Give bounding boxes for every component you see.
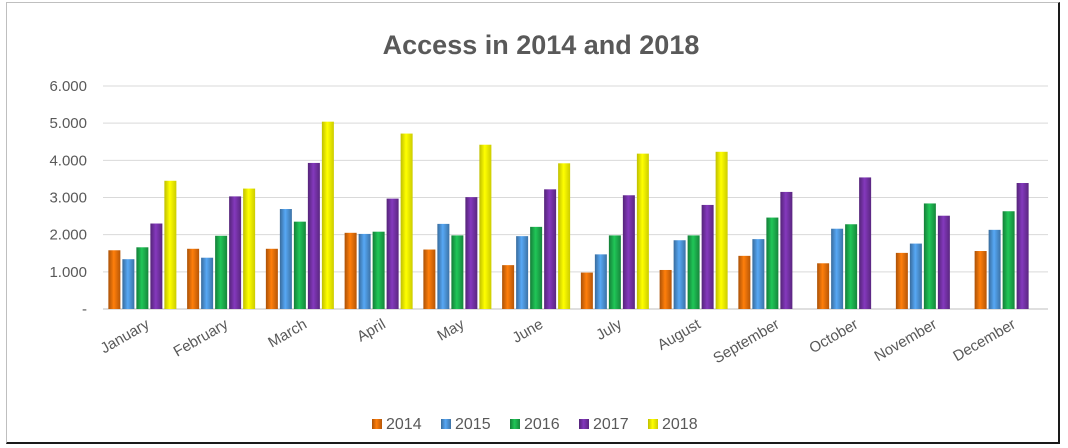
bar-2015-september (752, 239, 765, 309)
x-tick-label: May (434, 315, 467, 344)
bar-2015-june (516, 236, 529, 309)
bar-2017-april (386, 198, 399, 309)
y-tick-label: 2.000 (49, 227, 87, 244)
bar-2017-march (307, 162, 320, 309)
legend-label: 2016 (524, 416, 560, 433)
bar-2015-october (831, 228, 844, 309)
y-tick-label: 6.000 (49, 78, 87, 95)
bar-2018-may (479, 144, 492, 309)
legend-swatch (441, 419, 451, 429)
bars (108, 121, 1029, 310)
bar-2014-june (502, 265, 515, 309)
x-tick-label: February (171, 315, 232, 360)
bar-2018-july (636, 153, 649, 309)
bar-2017-january (150, 223, 163, 309)
x-tick-label: September (710, 316, 782, 367)
bar-2016-april (372, 231, 385, 309)
bar-2017-july (622, 195, 635, 309)
bar-2015-february (201, 257, 214, 309)
y-tick-label: 5.000 (49, 115, 87, 132)
bar-2015-july (594, 254, 607, 309)
x-tick-label: July (593, 315, 625, 343)
bar-2014-august (659, 269, 672, 309)
bar-2016-december (1002, 211, 1015, 309)
bar-2015-december (988, 229, 1001, 309)
y-tick-label: 4.000 (49, 152, 87, 169)
bar-2016-july (608, 235, 621, 309)
legend-swatch (372, 419, 382, 429)
x-tick-label: January (98, 315, 153, 357)
x-tick-label: October (806, 316, 861, 357)
chart-frame (6, 2, 1060, 444)
legend-swatch (510, 419, 520, 429)
bar-2016-august (687, 235, 700, 309)
bar-2015-may (437, 223, 450, 309)
bar-2016-may (451, 235, 464, 309)
x-tick-label: June (509, 316, 546, 347)
x-tick-label: November (871, 316, 939, 365)
bar-2015-january (122, 259, 135, 309)
bar-2017-october (859, 177, 872, 309)
legend-swatch (579, 419, 589, 429)
bar-2017-august (701, 204, 714, 309)
legend-label: 2015 (455, 416, 491, 433)
bar-2015-november (909, 243, 922, 309)
bar-2015-august (673, 240, 686, 309)
bar-2016-october (845, 224, 858, 309)
bar-2018-august (715, 151, 728, 309)
bar-2018-january (164, 180, 177, 309)
legend-label: 2017 (593, 416, 629, 433)
bar-2017-february (229, 196, 242, 309)
y-tick-label: - (82, 301, 87, 318)
legend-label: 2018 (662, 416, 698, 433)
bar-2014-january (108, 250, 121, 309)
legend-label: 2014 (386, 416, 422, 433)
y-axis-ticks: - 1.000 2.000 3.000 4.000 5.000 6.000 (49, 78, 87, 318)
x-tick-label: December (950, 316, 1018, 365)
bar-2014-april (344, 232, 357, 309)
x-tick-label: April (354, 316, 388, 346)
bar-2015-april (358, 233, 371, 309)
bar-2014-march (265, 248, 278, 309)
bar-2016-september (766, 217, 779, 309)
x-axis-ticks: January February March April May June July Augu… (98, 315, 1019, 367)
legend: 2014 2015 2016 2017 2018 (372, 416, 698, 433)
bar-2014-september (738, 255, 751, 309)
bar-2017-december (1016, 183, 1029, 309)
y-tick-label: 3.000 (49, 190, 87, 207)
bar-2018-april (400, 133, 413, 309)
bar-2017-june (544, 189, 557, 309)
bar-2016-june (530, 226, 543, 309)
legend-swatch (648, 419, 658, 429)
bar-2016-february (215, 235, 228, 309)
chart-title: Access in 2014 and 2018 (383, 30, 700, 60)
gridlines (103, 85, 1048, 310)
bar-2014-may (423, 249, 436, 309)
bar-2014-october (817, 263, 830, 309)
bar-2017-may (465, 197, 478, 309)
bar-2014-february (187, 248, 200, 309)
bar-2016-january (136, 247, 149, 309)
x-tick-label: March (265, 316, 310, 352)
bar-2018-june (558, 163, 571, 309)
bar-2018-march (321, 121, 334, 310)
bar-2015-march (279, 209, 292, 309)
bar-2014-december (974, 251, 987, 309)
bar-2014-july (580, 272, 593, 309)
bar-2017-november (937, 215, 950, 309)
bar-2016-march (293, 221, 306, 309)
y-tick-label: 1.000 (49, 264, 87, 281)
bar-2018-february (243, 188, 256, 309)
bar-2017-september (780, 191, 793, 309)
bar-2016-november (923, 203, 936, 309)
bar-2014-november (895, 252, 908, 309)
x-tick-label: August (655, 315, 705, 353)
